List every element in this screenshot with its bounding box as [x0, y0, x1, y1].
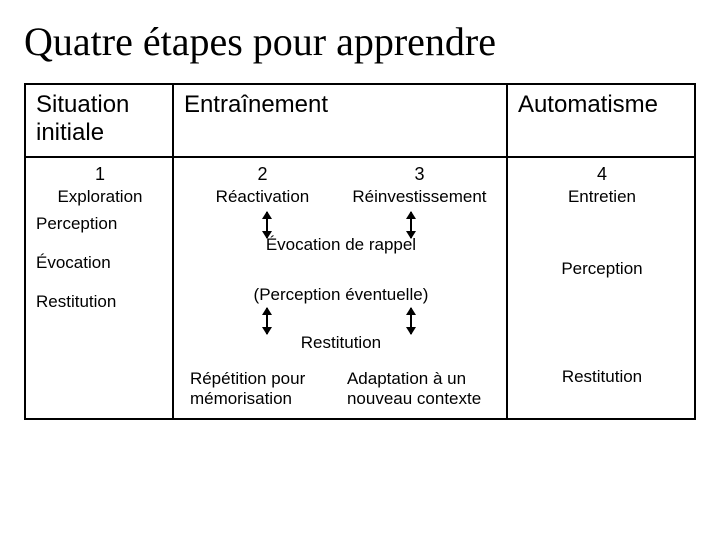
- mid-row-rappel: Évocation de rappel: [184, 235, 498, 255]
- step-3-label: Réinvestissement: [341, 187, 498, 207]
- arrow-mid-right-top: [410, 212, 412, 238]
- header-cell-3: Automatisme: [507, 85, 694, 157]
- body-row: 1 Exploration Perception Évocation Resti…: [26, 157, 694, 418]
- diagram-frame: Situation initiale Entraînement Automati…: [24, 83, 696, 420]
- header-3-text: Automatisme: [518, 91, 658, 118]
- body-cell-3: 4 Entretien Perception Restitution: [507, 157, 694, 418]
- arrow-mid-left-top: [266, 212, 268, 238]
- body-cell-1: 1 Exploration Perception Évocation Resti…: [26, 157, 173, 418]
- header-cell-1: Situation initiale: [26, 85, 173, 157]
- step-3-num: 3: [341, 164, 498, 185]
- step-1-num: 1: [36, 164, 164, 185]
- gap-mid: [184, 255, 498, 285]
- step-4-num: 4: [518, 164, 686, 185]
- mid-row-perception: (Perception éventuelle): [184, 285, 498, 305]
- left-row-evocation: Évocation: [36, 254, 164, 271]
- left-row-perception: Perception: [36, 215, 164, 232]
- header-cell-2: Entraînement: [173, 85, 507, 157]
- header-row: Situation initiale Entraînement Automati…: [26, 85, 694, 157]
- left-list: Perception Évocation Restitution: [36, 215, 164, 310]
- step-4-label: Entretien: [518, 187, 686, 207]
- gap-bot: [184, 305, 498, 333]
- diagram-table: Situation initiale Entraînement Automati…: [26, 85, 694, 418]
- page: Quatre étapes pour apprendre Situation i…: [0, 0, 720, 540]
- left-row-restitution: Restitution: [36, 293, 164, 310]
- mid-wrap: 2 Réactivation 3 Réinvestissement Évocat…: [184, 164, 498, 408]
- right-row-perception: Perception: [518, 259, 686, 279]
- step-2-num: 2: [184, 164, 341, 185]
- step-2: 2 Réactivation: [184, 164, 341, 207]
- mid-foot-right: Adaptation à un nouveau contexte: [341, 369, 498, 408]
- right-col: 4 Entretien Perception Restitution: [518, 164, 686, 387]
- mid-top: 2 Réactivation 3 Réinvestissement: [184, 164, 498, 207]
- arrow-mid-left-bot: [266, 308, 268, 334]
- step-3: 3 Réinvestissement: [341, 164, 498, 207]
- step-2-label: Réactivation: [184, 187, 341, 207]
- gap-top: [184, 207, 498, 235]
- step-1-label: Exploration: [36, 187, 164, 207]
- page-title: Quatre étapes pour apprendre: [24, 18, 696, 65]
- body-cell-2: 2 Réactivation 3 Réinvestissement Évocat…: [173, 157, 507, 418]
- mid-foot-left: Répétition pour mémorisation: [184, 369, 341, 408]
- mid-row-restitution: Restitution: [184, 333, 498, 353]
- header-1-text: Situation initiale: [36, 91, 129, 146]
- mid-foot: Répétition pour mémorisation Adaptation …: [184, 369, 498, 408]
- right-row-restitution: Restitution: [518, 367, 686, 387]
- arrow-mid-right-bot: [410, 308, 412, 334]
- header-2-text: Entraînement: [184, 91, 328, 118]
